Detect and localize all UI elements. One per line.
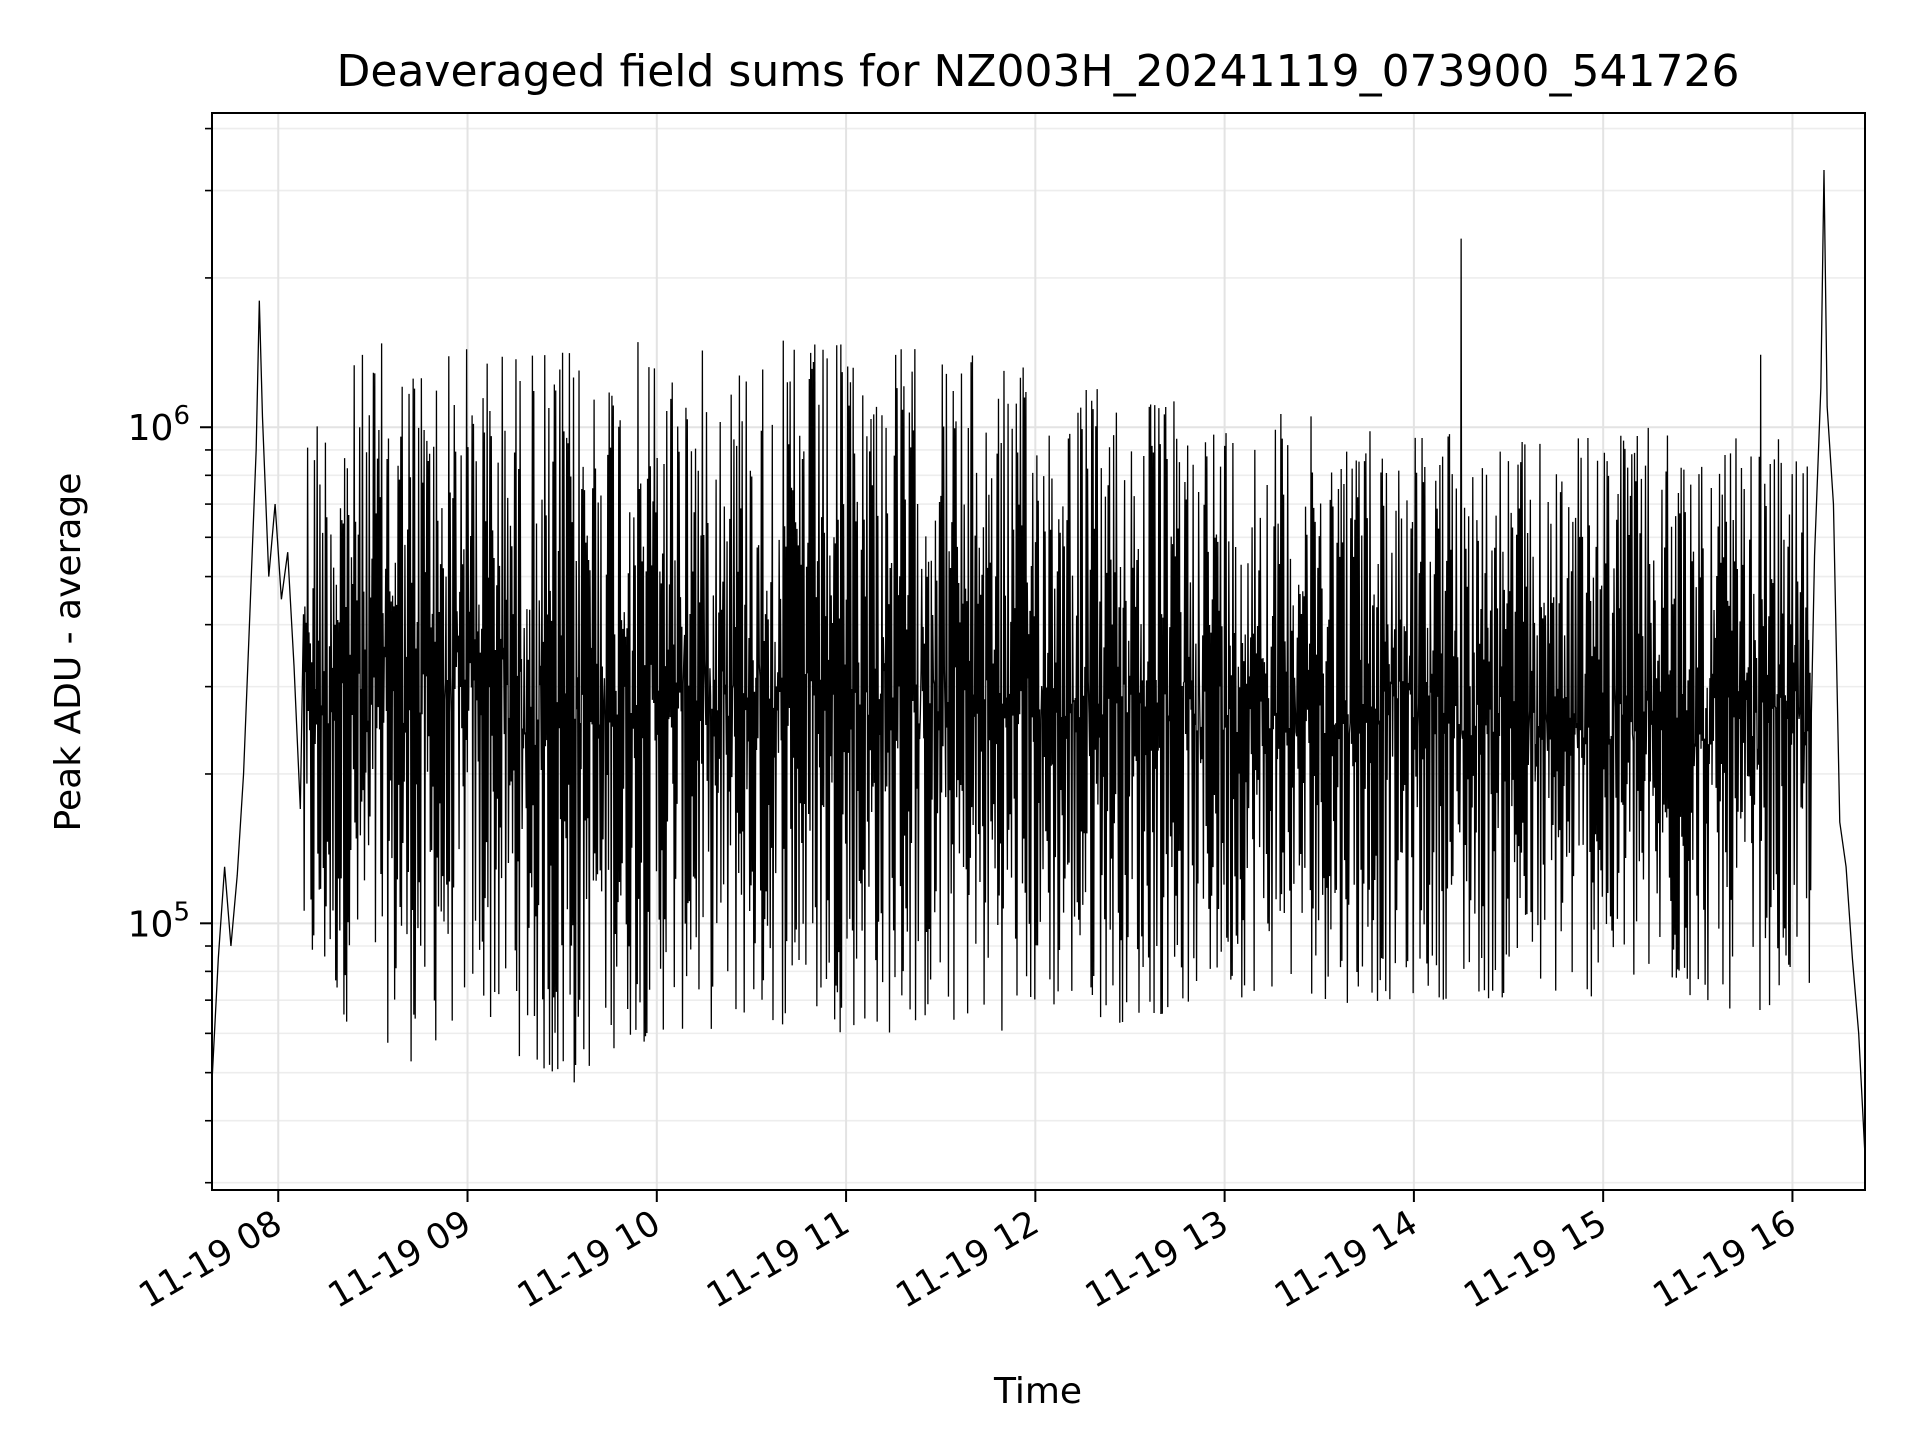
x-axis-label: Time [993, 1371, 1082, 1412]
data-series [211, 170, 1866, 1156]
y-tick-label: 106 [128, 401, 190, 449]
y-tick-label: 105 [128, 897, 190, 945]
y-axis-label: Peak ADU - average [48, 473, 89, 832]
chart-title: Deaveraged field sums for NZ003H_2024111… [337, 46, 1740, 97]
plot-frame [211, 112, 1866, 1191]
series-line [211, 170, 1866, 1156]
y-axis: 105 106 [128, 127, 212, 1184]
